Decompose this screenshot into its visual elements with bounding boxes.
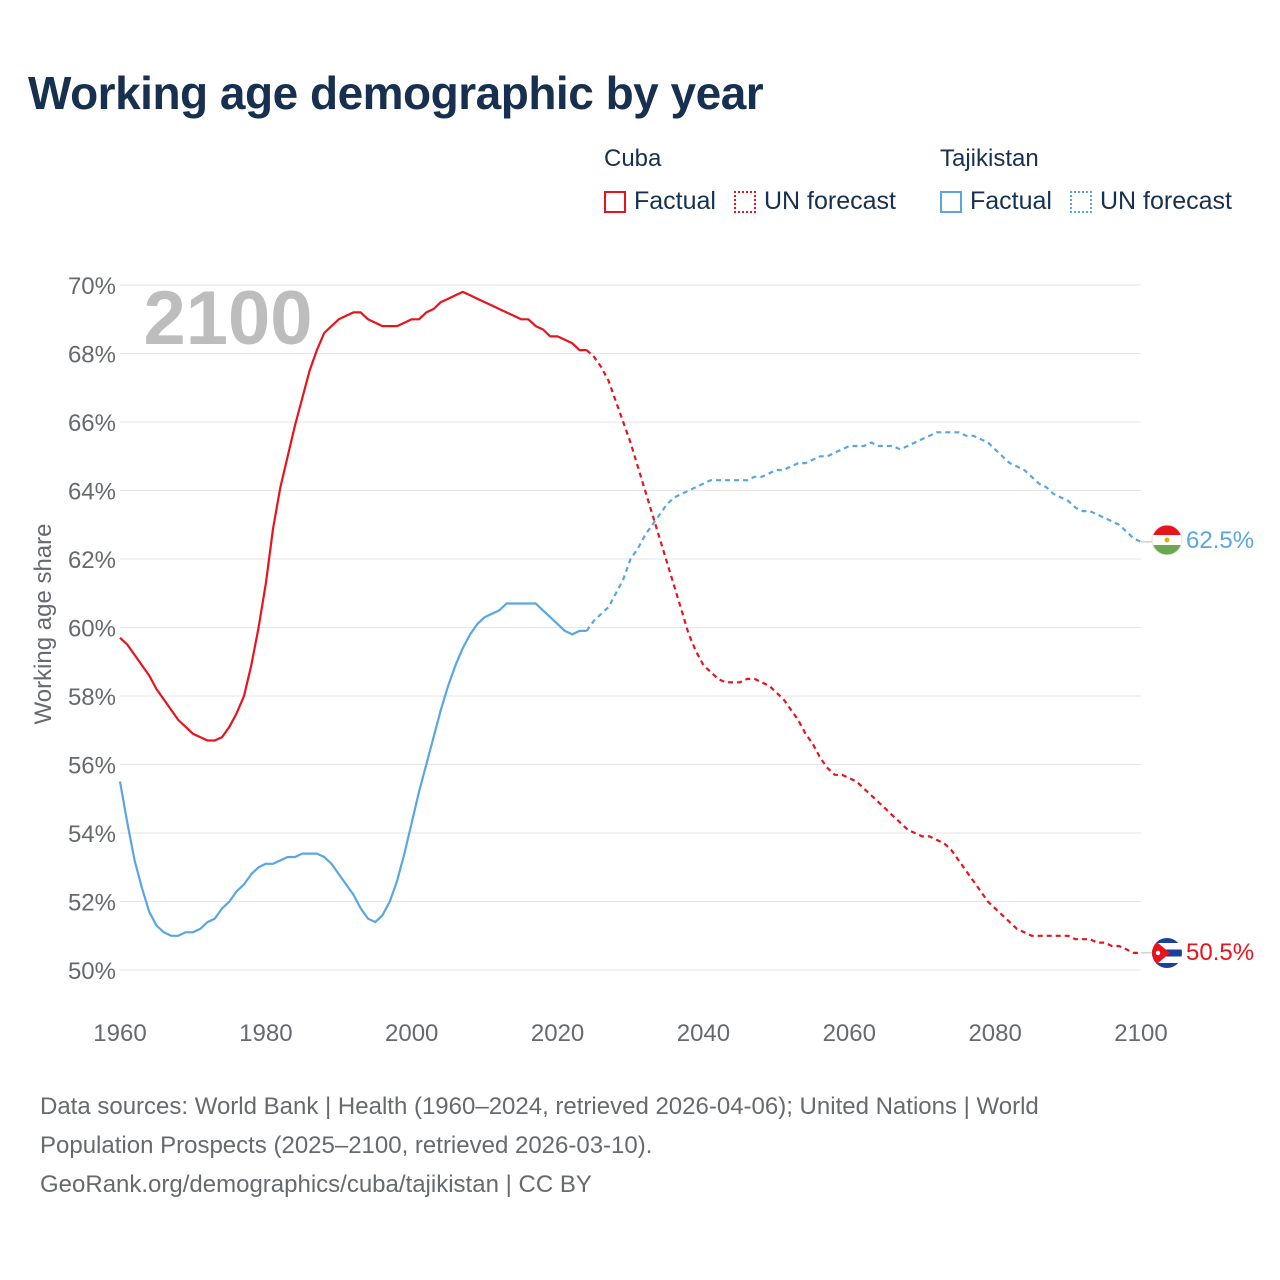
x-tick-label: 2000 <box>385 1020 438 1047</box>
legend-swatch-solid-icon <box>940 190 962 213</box>
legend-item-label: Factual <box>970 187 1052 215</box>
x-tick-label: 1960 <box>93 1020 146 1047</box>
legend-tajikistan-factual[interactable]: Factual <box>940 187 1052 216</box>
y-tick-label: 52% <box>68 890 116 917</box>
legend-cuba-factual[interactable]: Factual <box>604 187 716 216</box>
legend-tajikistan-forecast[interactable]: UN forecast <box>1069 187 1232 216</box>
legend-item-label: UN forecast <box>1099 187 1232 215</box>
legend-swatch-dotted-icon <box>733 190 756 213</box>
legend-cuba-forecast[interactable]: UN forecast <box>733 187 896 216</box>
y-tick-label: 68% <box>68 342 116 369</box>
legend-tajikistan: Tajikistan Factual UN forecast <box>940 145 1232 216</box>
cuba-factual-line <box>119 290 587 742</box>
y-tick-label: 66% <box>68 410 116 437</box>
chart-title: Working age demographic by year <box>28 67 764 119</box>
y-tick-label: 50% <box>68 958 116 985</box>
y-tick-label: 56% <box>68 753 116 780</box>
x-tick-label: 1980 <box>239 1020 292 1047</box>
y-axis-label: Working age share <box>30 524 57 725</box>
cuba-forecast-line <box>585 349 1141 954</box>
x-tick-label: 2040 <box>677 1020 730 1047</box>
footer-source-note: Data sources: World Bank | Health (1960–… <box>40 1087 1220 1204</box>
legend-item-label: UN forecast <box>763 187 896 215</box>
line-chart: 50% 52% 54% 56% 58% 60% 62% 64% 66% 68% 70% 1960 19… <box>30 273 1254 1047</box>
legend-country-label: Tajikistan <box>940 145 1039 172</box>
tajikistan-end-value: 62.5% <box>1186 527 1254 554</box>
y-tick-label: 60% <box>68 616 116 643</box>
y-tick-label: 58% <box>68 684 116 711</box>
x-tick-label: 2100 <box>1114 1020 1167 1047</box>
legend-item-label: Factual <box>634 187 716 215</box>
tajikistan-factual-line <box>118 602 587 937</box>
legend-swatch-solid-icon <box>604 190 626 213</box>
year-watermark: 2100 <box>143 276 312 361</box>
x-tick-label: 2080 <box>968 1020 1021 1047</box>
x-tick-label: 2060 <box>823 1020 876 1047</box>
cuba-end-value: 50.5% <box>1186 939 1254 966</box>
x-tick-label: 2020 <box>531 1020 584 1047</box>
legend-cuba: Cuba Factual UN forecast <box>604 145 896 216</box>
y-tick-label: 64% <box>68 479 116 506</box>
footer-line: Data sources: World Bank | Health (1960–… <box>40 1093 1039 1120</box>
legend-swatch-dotted-icon <box>1069 190 1092 213</box>
footer-link[interactable]: GeoRank.org/demographics/cuba/tajikistan… <box>40 1171 592 1198</box>
cuba-flag-icon <box>1152 938 1182 968</box>
legend-country-label: Cuba <box>604 145 662 172</box>
y-tick-label: 54% <box>68 821 116 848</box>
y-tick-label: 70% <box>68 273 116 300</box>
y-tick-label: 62% <box>68 547 116 574</box>
footer-line: Population Prospects (2025–2100, retriev… <box>40 1132 653 1159</box>
tajikistan-forecast-line <box>585 431 1142 632</box>
tajikistan-flag-icon <box>1151 524 1183 556</box>
